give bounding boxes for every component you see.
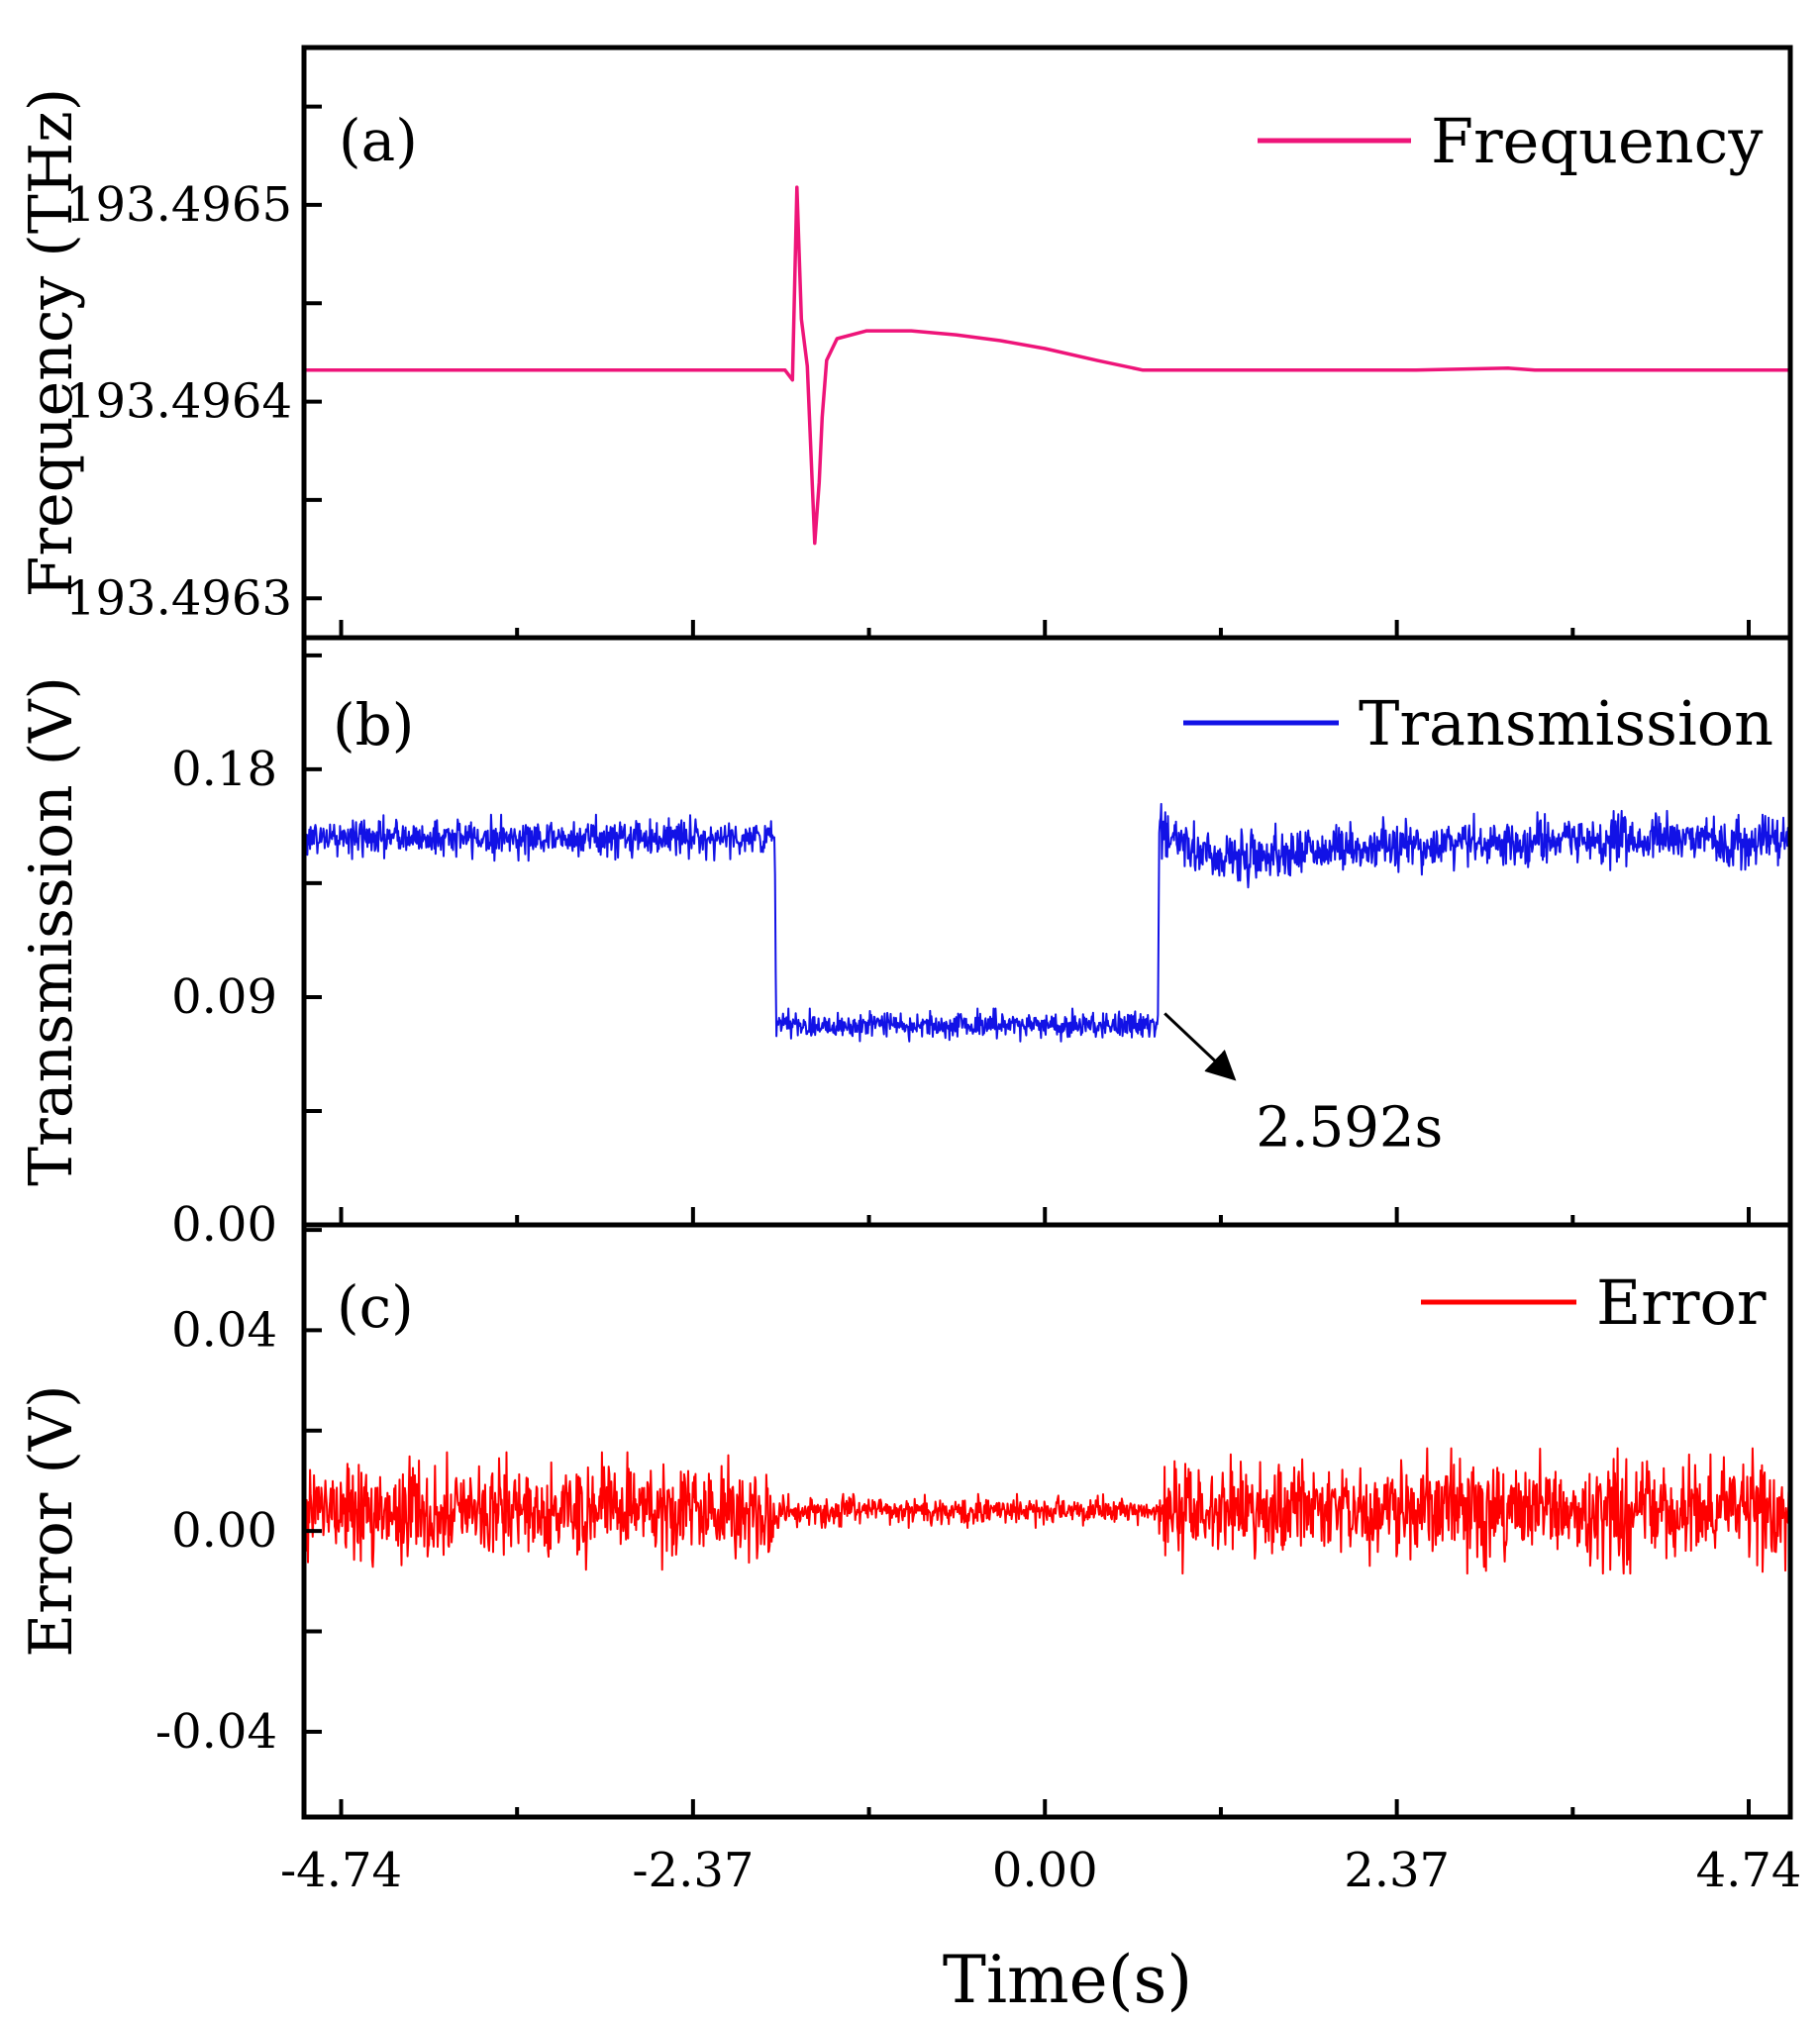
series-line-c <box>303 1447 1791 1575</box>
annotation-label: 2.592s <box>1256 1095 1443 1160</box>
y-axis-label-c: Error (V) <box>17 1384 86 1657</box>
legend-label-c: Error <box>1596 1266 1767 1339</box>
series-line-b <box>303 802 1791 1043</box>
x-tick-label: -4.74 <box>280 1843 402 1898</box>
panel-label-b: (b) <box>333 691 414 759</box>
x-tick-label: 2.37 <box>1344 1843 1450 1898</box>
y-tick-label-c: 0.00 <box>171 1503 277 1559</box>
frames-layer <box>301 45 1793 1820</box>
x-tick-label: 0.00 <box>992 1843 1098 1898</box>
y-tick-label-c: 0.04 <box>171 1302 277 1358</box>
series-line-a <box>304 185 1790 546</box>
panel-label-a: (a) <box>339 107 418 174</box>
panel-label-c: (c) <box>337 1273 414 1341</box>
plot-frame-c <box>301 1222 1793 1820</box>
panel-b: 0.00 0.09 0.18 Transmission (V) (b) Transmiss… <box>17 653 1773 1253</box>
y-tick-label-b: 0.09 <box>171 969 277 1025</box>
y-axis-label-a: Frequency (THz) <box>17 88 86 597</box>
x-axis-label: Time(s) <box>943 1942 1192 2018</box>
y-tick-label-b: 0.00 <box>171 1197 277 1253</box>
annotation-arrow <box>1163 1012 1237 1081</box>
y-tick-label-c: -0.04 <box>155 1704 277 1760</box>
y-tick-label-a: 193.4965 <box>65 177 292 233</box>
y-axis-label-b: Transmission (V) <box>17 676 86 1186</box>
x-tick-label: 4.74 <box>1696 1843 1802 1898</box>
legend-label-b: Transmission <box>1359 687 1773 759</box>
y-tick-label-a: 193.4964 <box>65 374 292 430</box>
y-tick-label-a: 193.4963 <box>65 570 292 626</box>
x-tick-label: -2.37 <box>632 1843 754 1898</box>
legend-label-a: Frequency <box>1431 105 1763 177</box>
panel-c: -0.04 0.00 0.04 Error (V) (c) Error <box>17 1228 1767 1817</box>
data-layer <box>303 185 1791 1575</box>
y-tick-label-b: 0.18 <box>171 742 277 797</box>
